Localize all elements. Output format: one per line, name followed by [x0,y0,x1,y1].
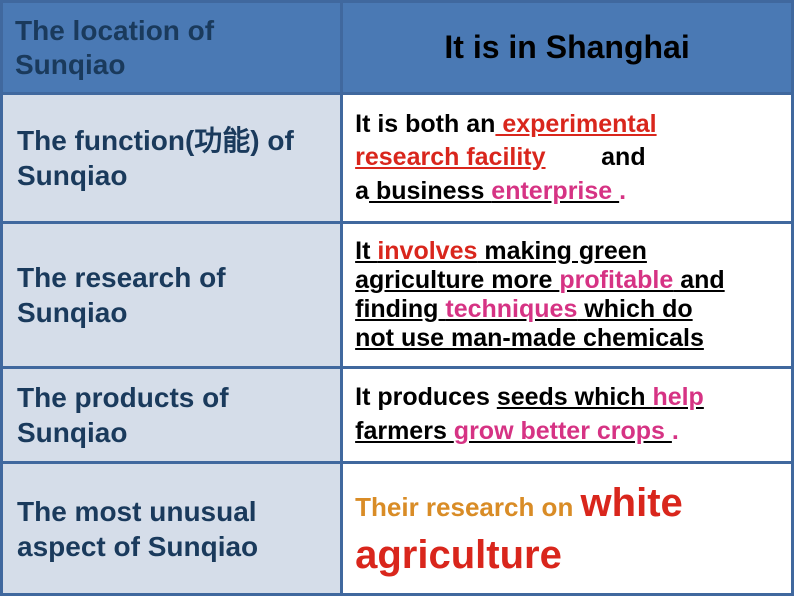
products-content: It produces seeds which help farmers gro… [342,367,793,462]
dot: . [672,417,679,445]
fill-seeds: seeds which help [497,383,704,411]
line3: finding techniques which do____ [355,295,779,324]
header-right: It is in Shanghai [342,2,793,94]
function-label: The function(功能) of Sunqiao [2,94,342,223]
research-label: The research of Sunqiao [2,223,342,368]
sunqiao-table: The location of Sunqiao It is in Shangha… [0,0,794,596]
row-research: The research of Sunqiao It involves maki… [2,223,793,368]
function-content: It is both an experimental research faci… [342,94,793,223]
row-products: The products of Sunqiao It produces seed… [2,367,793,462]
fill-business-enterprise: business enterprise [369,177,619,205]
header-left: The location of Sunqiao [2,2,342,94]
txt: and [601,143,645,171]
fill-farmers: farmers grow better crops [355,417,672,445]
line4: not use man-made chemicals [355,324,779,353]
txt: Their research on [355,492,580,522]
txt: a [355,177,369,205]
dot: . [619,177,626,205]
products-label: The products of Sunqiao [2,367,342,462]
line1: It involves making green_________ [355,237,779,266]
unusual-label: The most unusual aspect of Sunqiao [2,463,342,595]
fill-experimental: experimental [495,110,656,138]
txt: It is both an [355,110,495,138]
header-row: The location of Sunqiao It is in Shangha… [2,2,793,94]
row-function: The function(功能) of Sunqiao It is both a… [2,94,793,223]
row-unusual: The most unusual aspect of Sunqiao Their… [2,463,793,595]
txt: It produces [355,383,497,411]
line2: agriculture more profitable and__ [355,266,779,295]
research-content: It involves making green_________ agricu… [342,223,793,368]
unusual-content: Their research on white agriculture [342,463,793,595]
fill-research-facility: research facility____ [355,143,601,171]
